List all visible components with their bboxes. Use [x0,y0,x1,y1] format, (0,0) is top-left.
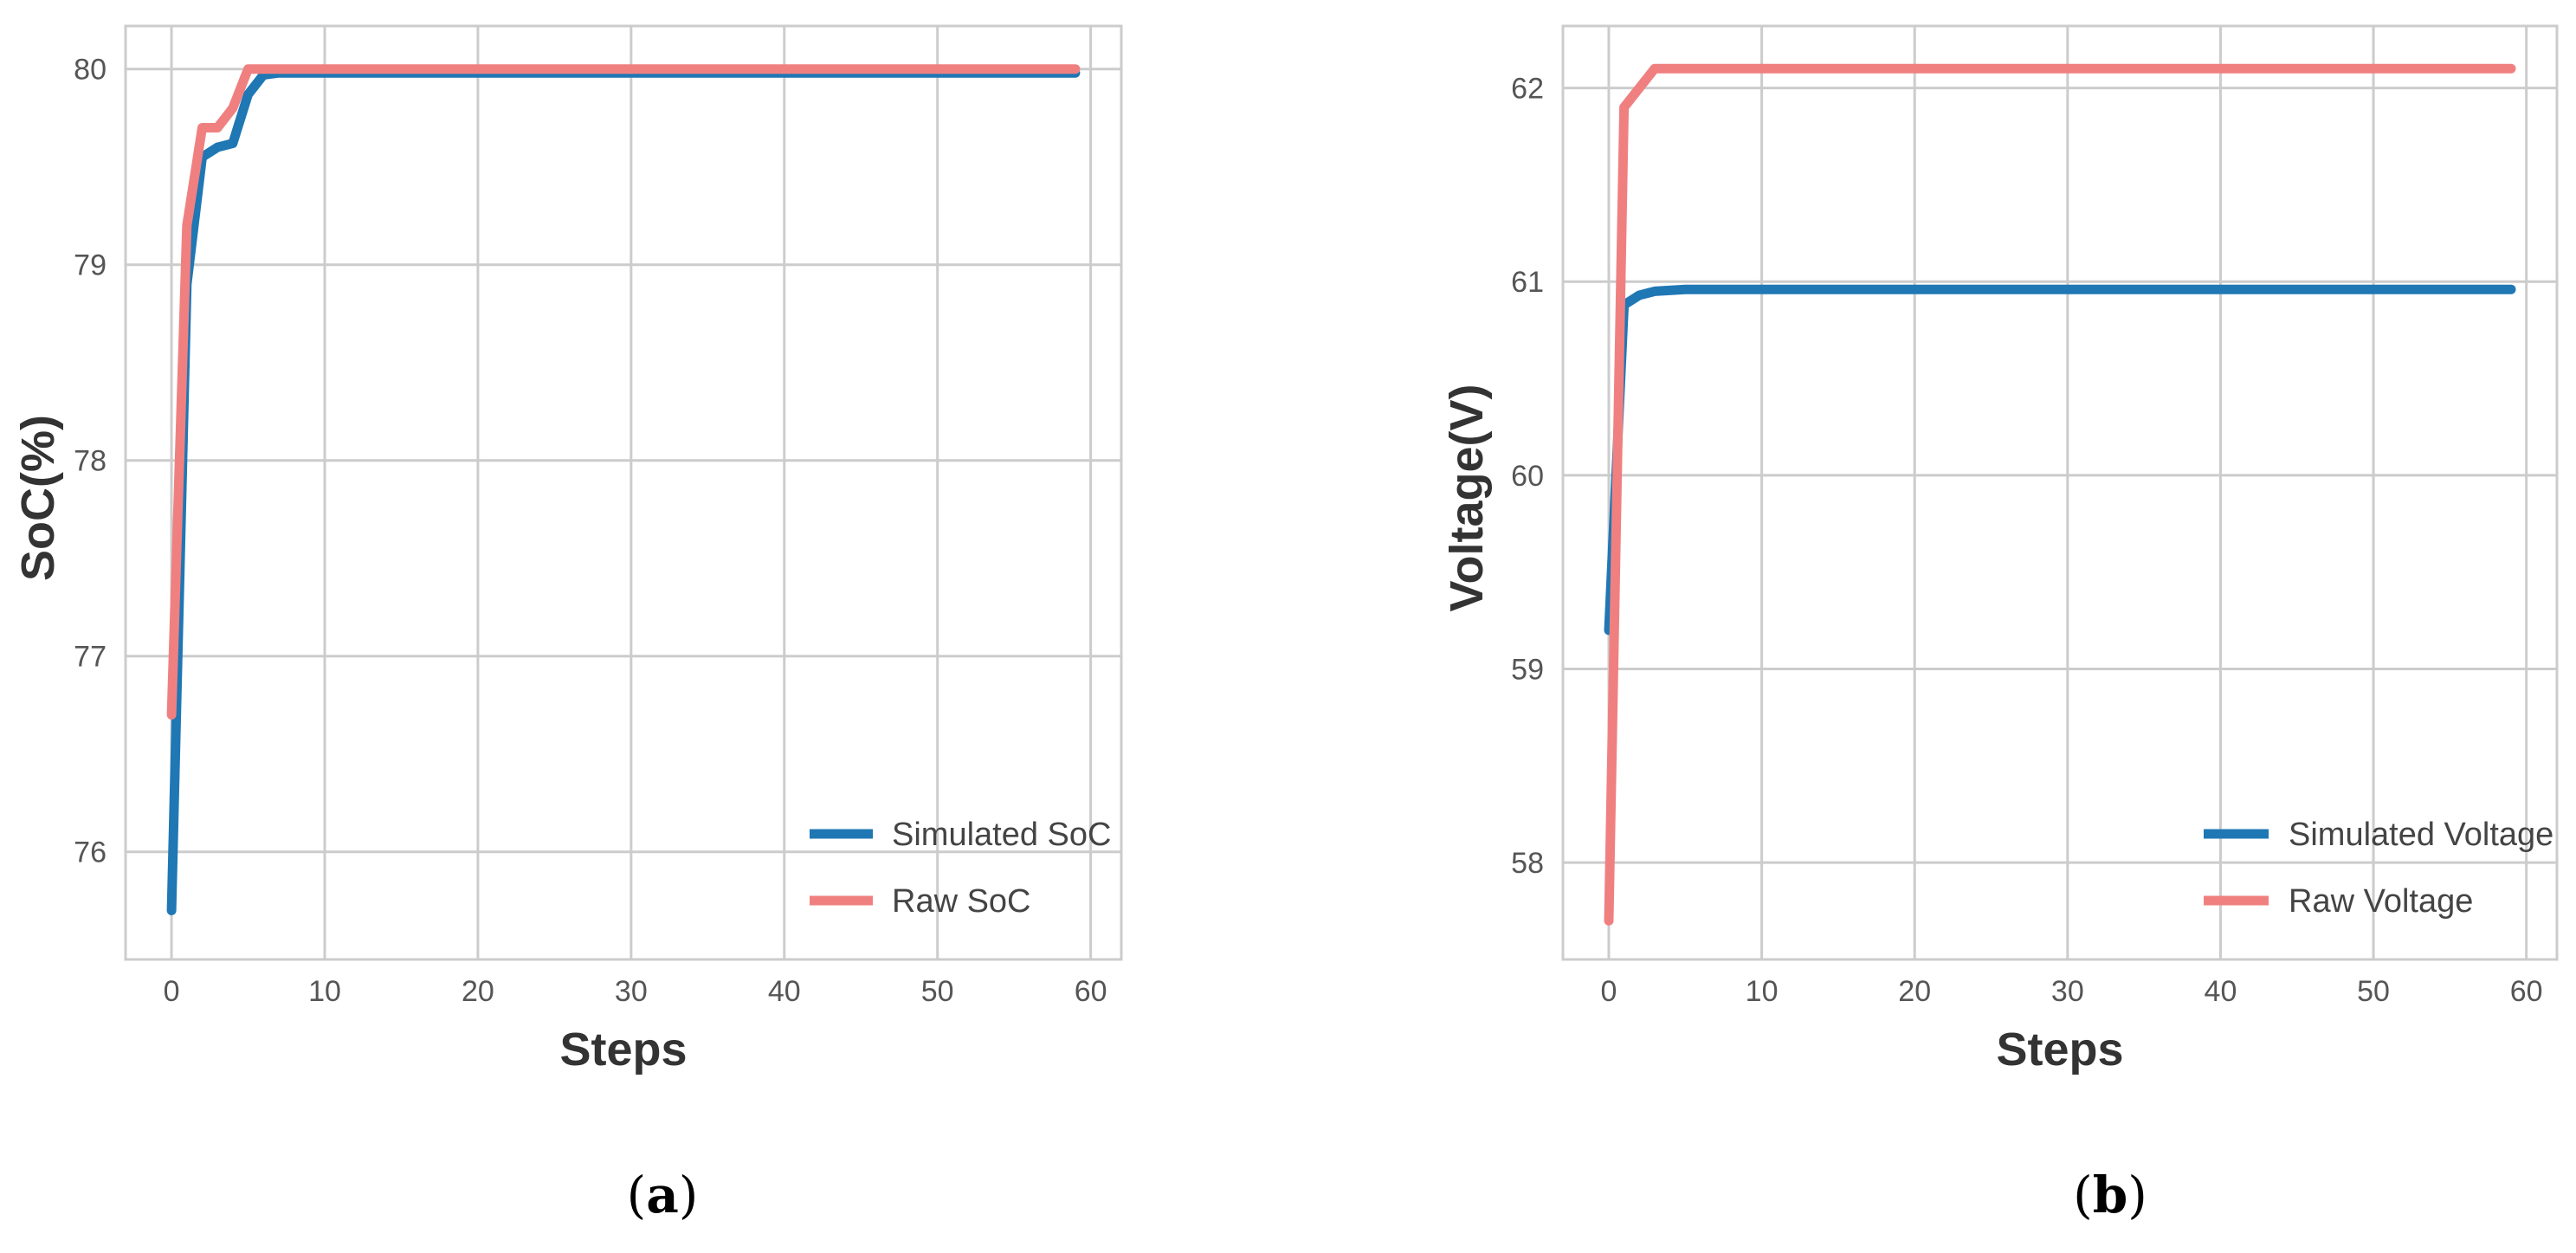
x-tick-label: 20 [1898,975,1931,1008]
y-tick-label: 76 [74,836,107,869]
series-line-raw-soc [166,64,1081,720]
panel-caption-letter: a [646,1166,679,1224]
x-tick-label: 60 [1075,975,1107,1008]
x-tick-label: 60 [2510,975,2543,1008]
x-tick-label: 40 [768,975,801,1008]
legend: Simulated Voltage Raw Voltage [2204,817,2553,920]
x-tick-label: 30 [615,975,648,1008]
y-tick-label: 78 [74,445,107,478]
y-tick-label: 62 [1511,73,1544,106]
y-tick-label: 80 [74,54,107,87]
legend-label: Raw SoC [892,883,1031,920]
y-tick-label: 61 [1511,266,1544,299]
y-tick-label: 79 [74,249,107,282]
chart-panel-b: 0 10 20 30 40 50 60 58 59 60 61 62 Steps Voltage(V) Si… [1441,24,2559,1224]
x-tick-label: 10 [308,975,341,1008]
series-line-simulated-voltage [1604,284,2516,636]
legend-label: Simulated Voltage [2289,817,2553,853]
plot-area-frame [124,24,1123,961]
series-line-raw-voltage [1604,63,2516,926]
y-tick-label: 58 [1511,847,1544,880]
y-tick-label: 59 [1511,654,1544,687]
y-tick-label: 77 [74,641,107,674]
panel-caption: (a) [627,1166,699,1224]
y-tick-label: 60 [1511,460,1544,493]
x-axis-label: Steps [1996,1024,2123,1075]
x-tick-label: 20 [462,975,494,1008]
x-tick-label: 10 [1746,975,1779,1008]
legend-label: Simulated SoC [892,817,1111,853]
x-axis-label: Steps [559,1024,687,1075]
x-tick-label: 0 [164,975,180,1008]
x-tick-label: 40 [2205,975,2237,1008]
chart-panel-a: 0 10 20 30 40 50 60 76 77 78 79 80 Steps SoC(%) Simula… [12,24,1123,1224]
series-line-simulated-soc [166,68,1081,915]
x-tick-label: 50 [2357,975,2390,1008]
y-axis-label: SoC(%) [12,415,64,581]
x-tick-label: 0 [1601,975,1617,1008]
legend: Simulated SoC Raw SoC [810,817,1111,920]
y-axis-label: Voltage(V) [1441,384,1493,611]
plot-area-frame [1561,24,2559,961]
panel-caption-letter: b [2093,1166,2128,1224]
x-tick-label: 30 [2051,975,2084,1008]
x-tick-label: 50 [921,975,954,1008]
panel-caption: (b) [2073,1166,2147,1224]
legend-label: Raw Voltage [2289,883,2473,920]
